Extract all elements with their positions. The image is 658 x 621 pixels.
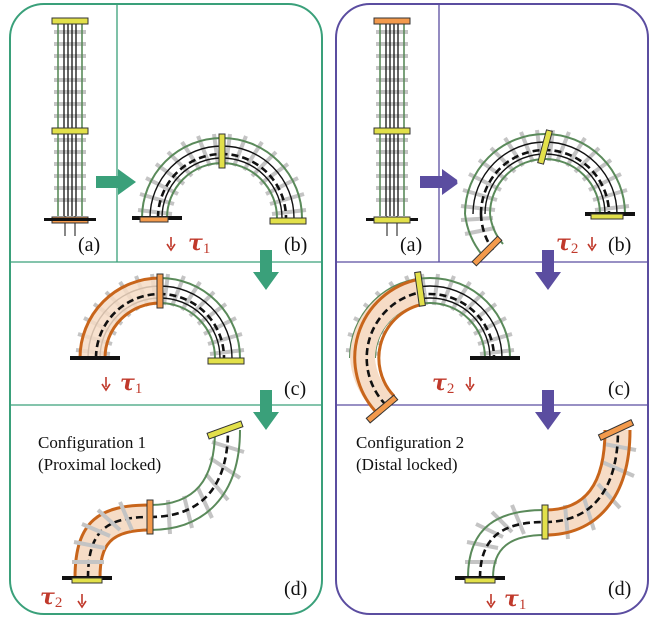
flow-arrow-down xyxy=(253,390,279,430)
straight-robot xyxy=(364,18,420,238)
label-a: (a) xyxy=(78,234,100,256)
flow-arrow-down xyxy=(253,250,279,290)
label-b: (b) xyxy=(284,234,307,256)
flow-arrow-right xyxy=(420,169,460,195)
label-d: (d) xyxy=(608,578,631,600)
bent-robot-c xyxy=(70,272,246,365)
left-panel: τ1 (b) (a) τ1 (c) xyxy=(9,3,323,615)
right-panel: τ2 (b) (a) τ2 (c) xyxy=(335,3,649,615)
flow-arrow-down xyxy=(535,250,561,290)
bent-robot-b xyxy=(132,132,308,225)
label-c: (c) xyxy=(608,378,630,400)
torque-label-b: τ1 xyxy=(188,230,210,257)
bent-robot-b xyxy=(456,95,635,267)
config-subtitle: (Distal locked) xyxy=(356,455,458,474)
label-d: (d) xyxy=(284,578,307,600)
torque-label-b: τ2 xyxy=(556,230,578,257)
config-title: Configuration 1 xyxy=(38,433,146,452)
flow-arrow-right xyxy=(96,169,136,195)
s-robot-d xyxy=(62,420,245,584)
straight-robot xyxy=(42,18,98,238)
torque-label-c: τ1 xyxy=(120,370,142,397)
torque-label-c: τ2 xyxy=(432,370,454,397)
config-title: Configuration 2 xyxy=(356,433,464,452)
torque-label-d: τ2 xyxy=(40,584,62,611)
s-robot-d xyxy=(455,419,637,584)
label-c: (c) xyxy=(284,378,306,400)
flow-arrow-down xyxy=(535,390,561,430)
torque-label-d: τ1 xyxy=(504,586,526,613)
label-a: (a) xyxy=(400,234,422,256)
config-subtitle: (Proximal locked) xyxy=(38,455,161,474)
label-b: (b) xyxy=(608,234,631,256)
bent-robot-c xyxy=(344,271,520,424)
